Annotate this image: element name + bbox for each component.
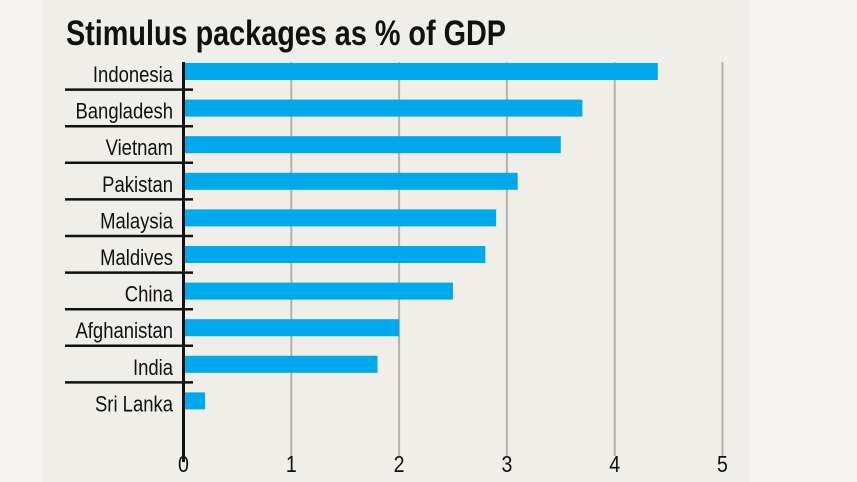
bar-malaysia — [183, 209, 497, 227]
bar-indonesia — [183, 63, 658, 80]
x-tick-label: 3 — [501, 452, 512, 478]
bar-maldives — [183, 246, 486, 263]
bar-india — [183, 355, 378, 373]
category-label: Pakistan — [102, 173, 173, 197]
bar-china — [183, 282, 453, 300]
bar-sri-lanka — [183, 392, 206, 410]
bar-pakistan — [183, 172, 518, 190]
category-label: Sri Lanka — [95, 393, 174, 417]
x-tick-label: 4 — [609, 452, 620, 478]
category-label: Vietnam — [106, 137, 173, 161]
bar-vietnam — [183, 136, 561, 154]
x-tick-label: 2 — [394, 452, 405, 478]
tick-labels: 0 1 2 3 4 5 — [178, 452, 728, 478]
category-label: Bangladesh — [75, 100, 173, 124]
x-tick-label: 1 — [286, 452, 297, 478]
category-label: Maldives — [100, 247, 173, 271]
category-label: Malaysia — [100, 210, 173, 234]
category-label: China — [125, 283, 174, 307]
chart-panel — [42, 0, 750, 482]
category-labels: Indonesia Bangladesh Vietnam Pakistan Malays… — [65, 62, 193, 462]
bar-afghanistan — [183, 319, 400, 337]
bar-bangladesh — [183, 99, 583, 117]
x-tick-label: 0 — [178, 452, 189, 478]
chart-title: Stimulus packages as % of GDP — [66, 14, 506, 53]
bars — [183, 63, 658, 410]
category-label: Afghanistan — [75, 320, 173, 344]
x-tick-label: 5 — [717, 452, 728, 478]
category-label: India — [133, 356, 174, 380]
category-label: Indonesia — [93, 64, 174, 88]
